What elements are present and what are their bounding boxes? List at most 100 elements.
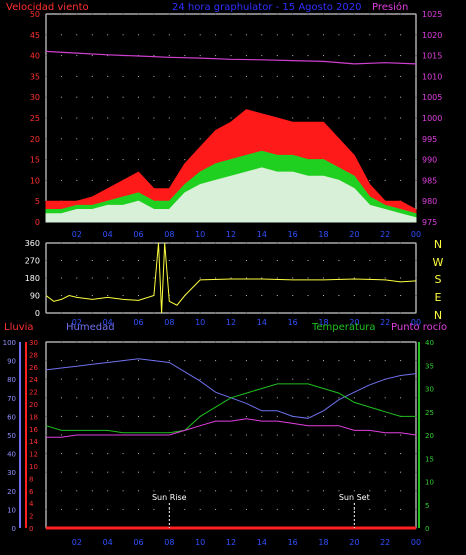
grid-dot [138, 341, 139, 343]
pressure-tick-label: 1025 [422, 10, 442, 19]
grid-dot [245, 360, 247, 362]
grid-dot [307, 34, 309, 36]
temperature-x-axis: 02 04 06 08 10 12 14 16 18 20 22 00 [72, 538, 421, 547]
grid-dot [91, 242, 93, 244]
grid-dot [307, 397, 309, 399]
grid-dot [353, 471, 355, 473]
grid-dot [168, 312, 170, 314]
grid-dot [168, 117, 170, 119]
grid-dot [91, 75, 93, 77]
direction-tick-label: 0 [35, 309, 40, 318]
grid-dot [230, 490, 232, 492]
grid-dot [76, 378, 78, 380]
grid-dot [323, 397, 324, 399]
grid-dot [400, 242, 402, 244]
grid-dot [353, 508, 355, 510]
grid-dot [76, 55, 78, 57]
grid-dot [45, 360, 47, 362]
grid-dot [138, 75, 139, 77]
grid-dot [276, 471, 278, 473]
grid-dot [353, 260, 355, 261]
grid-dot [138, 34, 139, 36]
grid-dot [168, 260, 170, 261]
grid-dot [184, 117, 186, 119]
grid-dot [292, 34, 294, 36]
grid-dot [338, 471, 340, 473]
grid-dot [230, 55, 232, 57]
wind-tick-label: 20 [30, 135, 40, 144]
wind-tick-label: 25 [30, 114, 40, 123]
grid-dot [415, 34, 417, 36]
grid-dot [107, 13, 109, 15]
grid-dot [323, 453, 324, 455]
grid-dot [215, 415, 217, 417]
grid-dot [138, 378, 139, 380]
grid-dot [199, 378, 201, 380]
grid-dot [384, 75, 386, 77]
grid-dot [76, 415, 78, 417]
grid-dot [400, 96, 402, 98]
grid-dot [261, 295, 263, 296]
hour-tick-label: 06 [133, 318, 143, 327]
grid-dot [153, 138, 155, 140]
grid-dot [153, 312, 155, 314]
grid-dot [215, 341, 217, 343]
grid-dot [307, 490, 309, 492]
rain-tick-label: 12 [29, 451, 38, 459]
hour-tick-label: 08 [164, 318, 174, 327]
humidity-label: Humedad [66, 322, 115, 333]
grid-dot [215, 260, 217, 261]
wind-tick-label: 0 [35, 218, 40, 227]
wind-tick-label: 40 [30, 52, 40, 61]
grid-dot [338, 434, 340, 436]
grid-dot [353, 415, 355, 417]
grid-dot [153, 117, 155, 119]
grid-dot [215, 490, 217, 492]
grid-dot [122, 378, 124, 380]
humidity-tick-label: 30 [7, 469, 16, 477]
grid-dot [60, 34, 62, 36]
grid-dot [261, 415, 263, 417]
grid-dot [60, 75, 62, 77]
grid-dot [276, 34, 278, 36]
temperature-series [45, 358, 417, 530]
direction-tick-label: 180 [25, 274, 40, 283]
hour-tick-label: 12 [226, 230, 236, 239]
grid-dot [338, 341, 340, 343]
grid-dot [323, 312, 324, 314]
grid-dot [353, 341, 355, 343]
pressure-tick-label: 995 [422, 135, 437, 144]
grid-dot [199, 260, 201, 261]
grid-dot [400, 490, 402, 492]
grid-dot [168, 360, 170, 362]
grid-dot [292, 312, 294, 314]
grid-dot [122, 159, 124, 161]
grid-dot [60, 312, 62, 314]
grid-dot [153, 34, 155, 36]
grid-dot [338, 508, 340, 510]
grid-dot [276, 75, 278, 77]
humidity-tick-label: 90 [7, 358, 16, 366]
grid-dot [261, 96, 263, 98]
grid-dot [369, 397, 371, 399]
grid-dot [415, 75, 417, 77]
grid-dot [45, 471, 47, 473]
grid-dot [199, 138, 201, 140]
grid-dot [107, 75, 109, 77]
grid-dot [307, 277, 309, 279]
grid-dot [307, 242, 309, 244]
grid-dot [76, 471, 78, 473]
grid-dot [122, 117, 124, 119]
grid-dot [122, 277, 124, 279]
grid-dot [215, 508, 217, 510]
grid-dot [153, 490, 155, 492]
grid-dot [45, 397, 47, 399]
grid-dot [107, 453, 109, 455]
grid-dot [215, 13, 217, 15]
grid-dot [369, 277, 371, 279]
grid-dot [184, 312, 186, 314]
grid-dot [369, 138, 371, 140]
grid-dot [45, 179, 47, 181]
pressure-tick-label: 990 [422, 156, 437, 165]
grid-dot [276, 434, 278, 436]
